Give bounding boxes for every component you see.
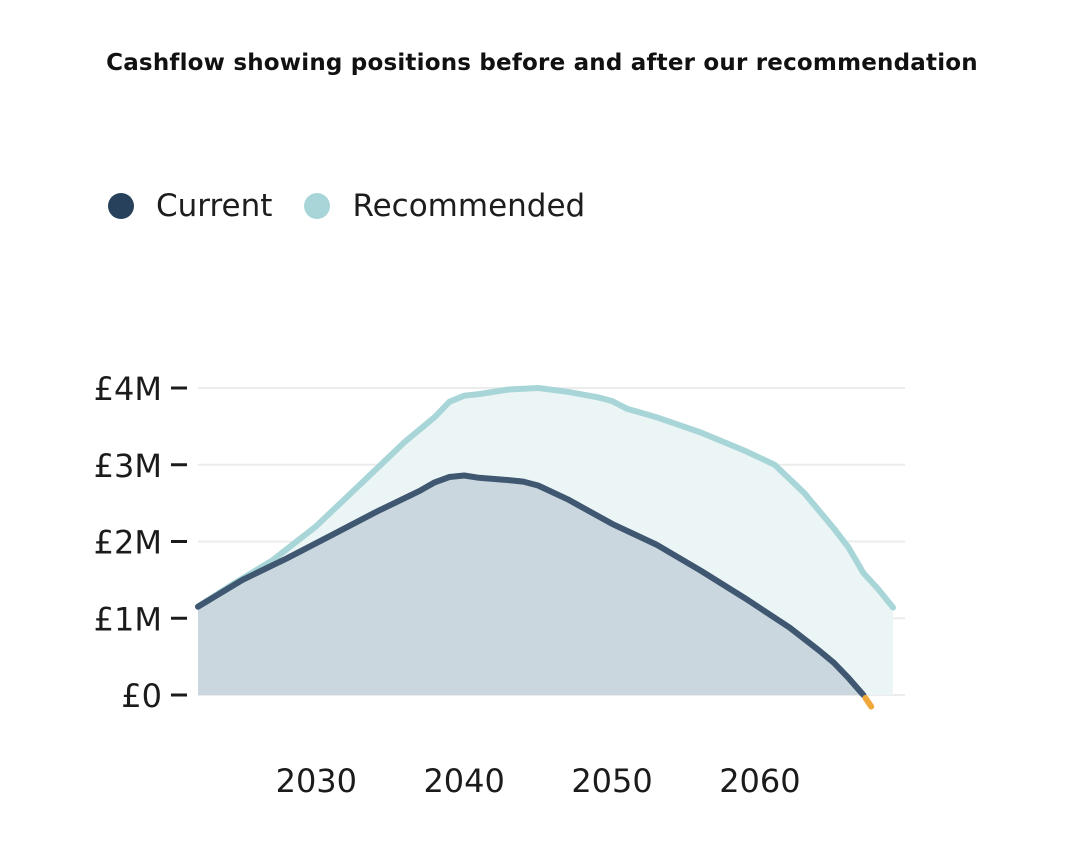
legend-label-recommended: Recommended (352, 188, 586, 224)
legend-item-current[interactable]: Current (108, 188, 272, 224)
y-tick-label-2: £2M (94, 524, 162, 562)
x-tick-label-0: 2030 (276, 762, 357, 800)
x-tick-label-2: 2050 (571, 762, 652, 800)
x-tick-label-1: 2040 (423, 762, 504, 800)
legend-dot-current (108, 193, 134, 219)
y-tick-label-4: £4M (94, 370, 162, 408)
area-current (198, 475, 864, 695)
x-tick-label-3: 2060 (719, 762, 800, 800)
y-tick-label-3: £3M (94, 447, 162, 485)
line-recommended (195, 385, 896, 611)
y-tick-label-1: £1M (94, 600, 162, 638)
chart-title: Cashflow showing positions before and af… (106, 50, 978, 76)
y-tick-label-0: £0 (121, 677, 162, 715)
line-current (195, 472, 867, 698)
legend-dot-recommended (304, 193, 331, 219)
legend-label-current: Current (156, 188, 273, 224)
depletion-marker (862, 695, 875, 710)
legend-item-recommended[interactable]: Recommended (304, 188, 585, 224)
legend: Current Recommended (108, 188, 617, 224)
